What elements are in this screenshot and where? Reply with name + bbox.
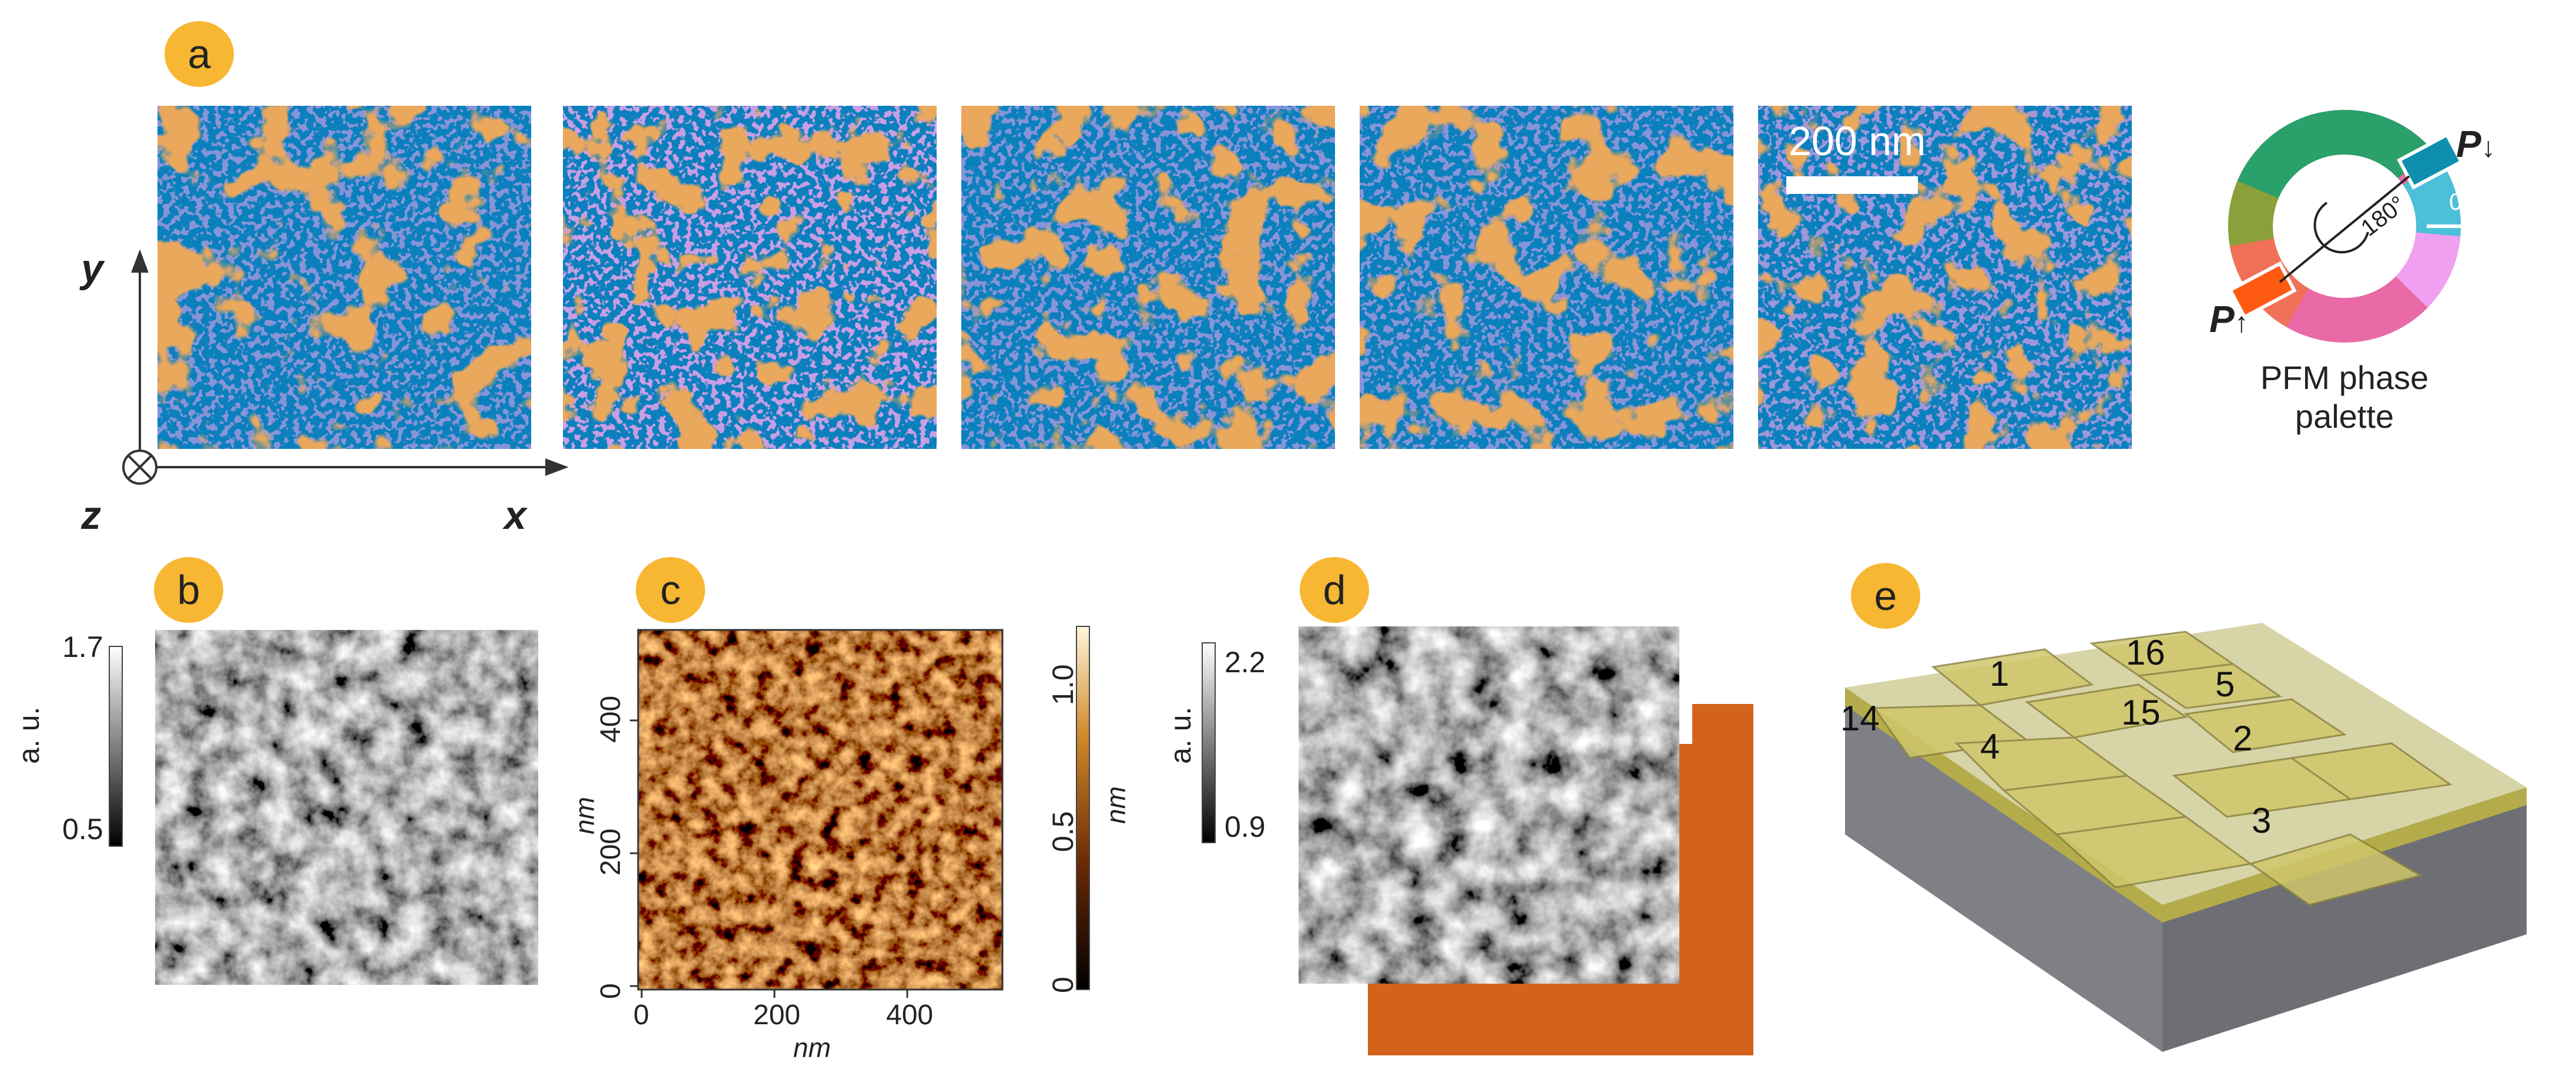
panel-c-image (637, 629, 1004, 991)
panel-c-colorbar (1076, 626, 1090, 990)
panel-d-badge: d (1300, 557, 1369, 623)
panel-c-x-tick-1: 200 (753, 1000, 801, 1031)
panel-b-colorbar (109, 646, 123, 847)
z-axis-label: z (81, 493, 101, 538)
panel-d-colorbar-min: 0.9 (1225, 810, 1266, 843)
panel-d-colorbar-max: 2.2 (1225, 646, 1266, 679)
grain-label-14: 14 (1840, 699, 1880, 738)
grain-label-4: 4 (1980, 727, 2000, 766)
grain-label-16: 16 (2126, 633, 2165, 672)
grain-label-2: 2 (2233, 719, 2253, 758)
pfm-map-1 (157, 106, 531, 449)
p-down-label: P↓ (2456, 123, 2496, 165)
scale-bar-label: 200 nm (1789, 118, 1926, 164)
phase-palette-ring (2228, 109, 2468, 343)
pfm-map-2 (563, 106, 937, 449)
pfm-map-3 (961, 106, 1335, 449)
pfm-map-5 (1758, 106, 2132, 449)
palette-caption-line1: PFM phase (2260, 359, 2429, 396)
angle-0-label: 0° (2449, 189, 2472, 215)
panel-c-y-tick-2: 400 (595, 695, 626, 743)
panel-d-colorbar-unit: a. u. (1164, 706, 1197, 764)
panel-c-badge: c (636, 557, 705, 623)
panel-c-colorbar-tick-1: 0.5 (1046, 811, 1079, 852)
panel-c-colorbar-unit: nm (1101, 786, 1131, 824)
coordinate-axes (122, 249, 569, 485)
grain-label-1: 1 (1990, 654, 2010, 693)
panel-b-badge: b (154, 557, 223, 623)
palette-caption-line2: palette (2295, 398, 2394, 435)
panel-c-axis-ticks (630, 719, 908, 998)
pfm-map-4 (1360, 106, 1733, 449)
panel-c-y-label: nm (569, 797, 600, 834)
panel-c-colorbar-tick-0: 0 (1046, 977, 1079, 993)
p-up-label: P↑ (2209, 298, 2249, 340)
grain-label-5: 5 (2215, 665, 2235, 704)
grain-label-15: 15 (2121, 693, 2161, 732)
panel-d-image (1299, 626, 1753, 1055)
panel-c-y-tick-1: 200 (595, 828, 626, 876)
panel-d-colorbar (1202, 642, 1216, 843)
x-axis-label: x (504, 493, 526, 538)
grain-label-3: 3 (2252, 801, 2272, 840)
panel-b-colorbar-max: 1.7 (62, 631, 103, 663)
panel-c-colorbar-tick-2: 1.0 (1046, 664, 1079, 705)
palette-caption: PFM phase palette (2227, 358, 2462, 436)
panel-c-x-label: nm (793, 1032, 831, 1063)
y-axis-label: y (81, 246, 103, 291)
panel-e-3d-block (1845, 623, 2527, 1052)
panel-b-image (155, 630, 538, 985)
panel-c-x-tick-2: 400 (886, 1000, 934, 1031)
panel-a-badge: a (165, 21, 234, 87)
panel-e-badge: e (1851, 563, 1920, 629)
panel-c-y-tick-0: 0 (595, 983, 626, 999)
panel-c-x-tick-0: 0 (633, 1000, 649, 1031)
panel-b-colorbar-min: 0.5 (62, 813, 103, 846)
scale-bar (1786, 176, 1918, 194)
panel-b-colorbar-unit: a. u. (12, 706, 45, 764)
